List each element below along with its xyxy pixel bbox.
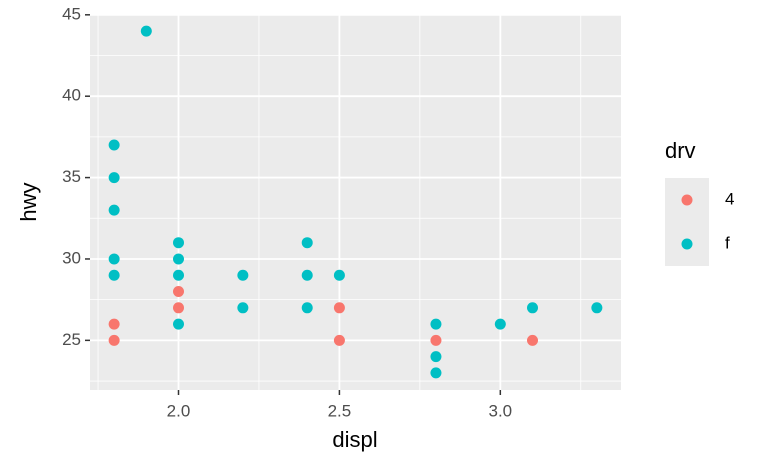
y-tick-label: 45 bbox=[62, 4, 81, 23]
point bbox=[527, 334, 538, 346]
point bbox=[108, 172, 120, 184]
point bbox=[591, 302, 603, 314]
point bbox=[430, 367, 442, 379]
panel bbox=[90, 14, 621, 390]
point bbox=[430, 318, 442, 330]
point bbox=[237, 302, 249, 314]
point bbox=[333, 269, 345, 281]
point bbox=[140, 25, 152, 37]
point bbox=[494, 318, 506, 330]
y-tick-label: 40 bbox=[62, 86, 81, 105]
legend-marker bbox=[681, 238, 693, 250]
point bbox=[237, 269, 249, 281]
point bbox=[173, 269, 184, 281]
y-tick-label: 30 bbox=[62, 248, 81, 267]
point bbox=[173, 253, 184, 265]
point bbox=[430, 351, 442, 363]
point bbox=[108, 253, 120, 265]
y-tick-label: 35 bbox=[62, 167, 81, 186]
point bbox=[301, 302, 313, 314]
point bbox=[108, 204, 120, 216]
y-axis-title: hwy bbox=[16, 182, 41, 221]
x-axis-title: displ bbox=[332, 427, 377, 452]
point bbox=[108, 139, 120, 151]
x-tick-label: 2.5 bbox=[328, 401, 352, 420]
point bbox=[108, 318, 120, 330]
legend-label: f bbox=[725, 233, 730, 252]
point bbox=[173, 318, 184, 330]
legend-label: 4 bbox=[725, 189, 734, 208]
legend-marker bbox=[681, 194, 693, 206]
point bbox=[108, 269, 120, 281]
x-tick-label: 2.0 bbox=[167, 401, 191, 420]
point bbox=[173, 302, 184, 314]
point bbox=[173, 237, 184, 249]
legend-title: drv bbox=[665, 138, 696, 163]
point bbox=[333, 334, 345, 346]
point bbox=[527, 302, 538, 314]
point bbox=[301, 269, 313, 281]
point bbox=[108, 334, 120, 346]
x-tick-label: 3.0 bbox=[488, 401, 512, 420]
point bbox=[430, 334, 442, 346]
point bbox=[173, 286, 184, 298]
point bbox=[333, 302, 345, 314]
point bbox=[301, 237, 313, 249]
y-tick-label: 25 bbox=[62, 330, 81, 349]
